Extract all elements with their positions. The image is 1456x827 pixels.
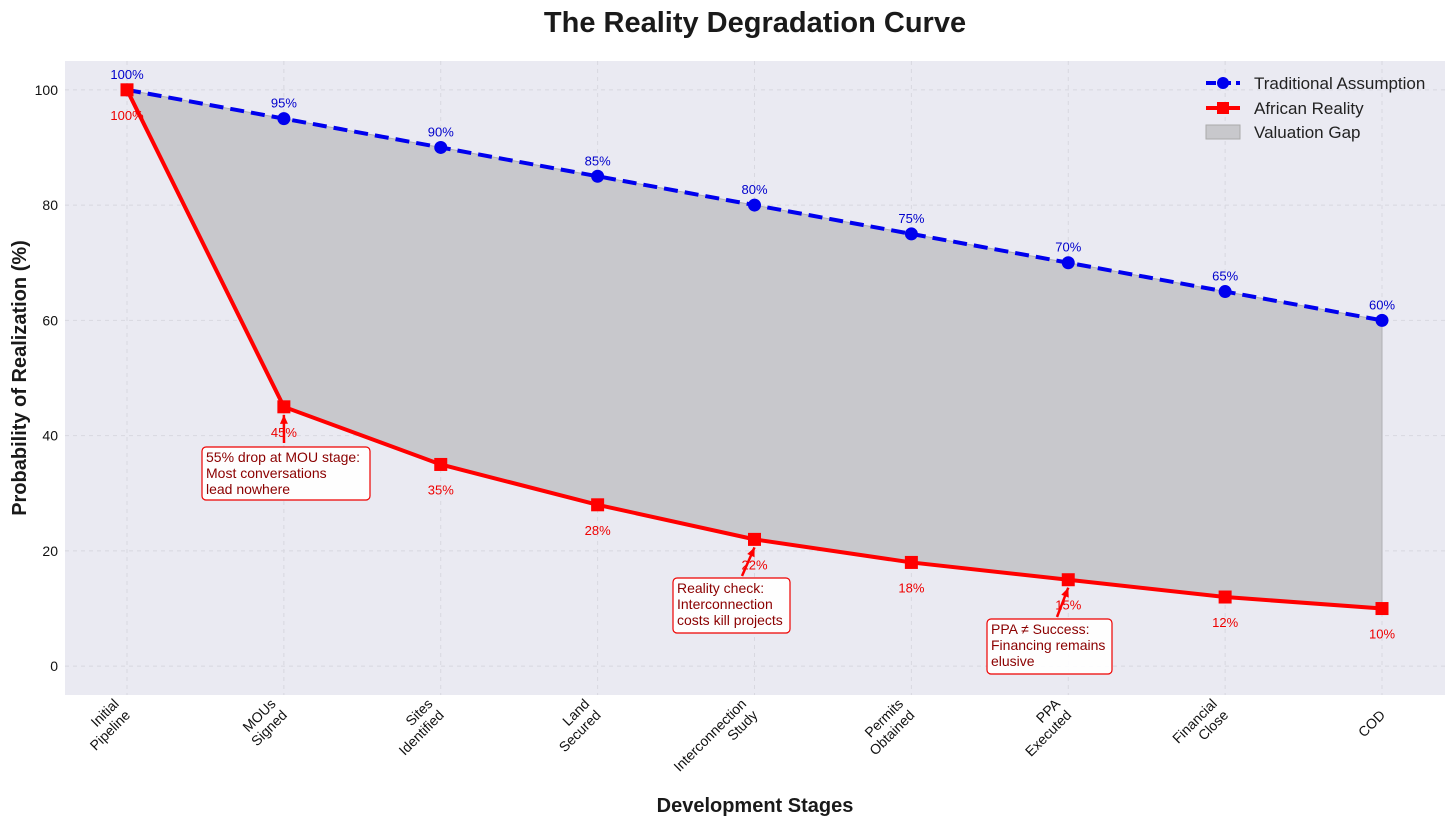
- annotation-text-0-1: Most conversations: [206, 465, 327, 481]
- reality-label-2: 35%: [428, 482, 454, 497]
- reality-label-7: 12%: [1212, 615, 1238, 630]
- traditional-label-6: 70%: [1055, 240, 1081, 255]
- traditional-label-0: 100%: [110, 67, 144, 82]
- reality-point-0: [120, 83, 134, 97]
- traditional-point-1: [277, 112, 291, 126]
- traditional-label-2: 90%: [428, 124, 454, 139]
- traditional-label-7: 65%: [1212, 269, 1238, 284]
- reality-point-4: [748, 532, 761, 546]
- reality-point-2: [434, 457, 448, 471]
- annotation-text-1-1: Interconnection: [677, 596, 773, 612]
- y-tick-label-5: 100: [35, 82, 59, 98]
- reality-label-3: 28%: [585, 523, 611, 538]
- legend-reality-marker: [1217, 102, 1229, 114]
- y-tick-label-4: 80: [42, 197, 58, 213]
- annotation-text-1-2: costs kill projects: [677, 612, 783, 628]
- reality-point-6: [1061, 573, 1075, 587]
- traditional-point-6: [1061, 256, 1075, 270]
- x-axis-label: Development Stages: [657, 795, 854, 817]
- y-tick-label-1: 20: [42, 543, 58, 559]
- reality-point-1: [277, 400, 291, 414]
- y-tick-label-2: 40: [42, 428, 58, 444]
- reality-point-3: [591, 498, 605, 512]
- traditional-label-4: 80%: [741, 182, 767, 197]
- point-labels: 100%95%90%85%80%75%70%65%60%100%45%35%28…: [110, 67, 1395, 642]
- markers: [120, 83, 1389, 616]
- reality-label-5: 18%: [898, 580, 924, 595]
- traditional-point-7: [1218, 285, 1232, 299]
- x-tick-8: COD: [1355, 707, 1388, 740]
- reality-label-8: 10%: [1369, 627, 1395, 642]
- traditional-point-4: [748, 198, 761, 212]
- legend-gap-swatch: [1205, 124, 1241, 140]
- legend-traditional-label: Traditional Assumption: [1254, 74, 1425, 93]
- x-tick-label-8-0: COD: [1355, 707, 1388, 740]
- annotation-arrowhead-0: [279, 414, 288, 424]
- annotation-box-2: [986, 618, 1113, 675]
- y-ticks: 0 20 40 60 80 100: [35, 82, 59, 674]
- legend-reality-label: African Reality: [1254, 99, 1364, 118]
- reality-point-7: [1218, 590, 1232, 604]
- legend-gap-label: Valuation Gap: [1254, 123, 1360, 142]
- annotation-text-1-0: Reality check:: [677, 580, 764, 596]
- y-tick-label-0: 0: [50, 658, 58, 674]
- annotation-arrowhead-2: [1061, 587, 1069, 598]
- annotation-box-1: [672, 577, 791, 634]
- annotation-text-0-0: 55% drop at MOU stage:: [206, 449, 360, 465]
- traditional-point-8: [1375, 313, 1389, 327]
- legend-traditional-marker: [1217, 77, 1229, 89]
- annotation-text-2-0: PPA ≠ Success:: [991, 621, 1089, 637]
- reality-point-5: [904, 555, 918, 569]
- legend: Traditional Assumption African Reality V…: [1205, 74, 1425, 142]
- annotation-arrowhead-1: [747, 547, 755, 558]
- traditional-point-3: [591, 169, 605, 183]
- traditional-point-5: [904, 227, 918, 241]
- chart-title: The Reality Degradation Curve: [544, 7, 966, 39]
- traditional-label-8: 60%: [1369, 297, 1395, 312]
- annotations: 55% drop at MOU stage:Most conversations…: [201, 414, 1113, 675]
- traditional-label-5: 75%: [898, 211, 924, 226]
- reality-point-8: [1375, 602, 1389, 616]
- traditional-label-1: 95%: [271, 96, 297, 111]
- traditional-label-3: 85%: [585, 153, 611, 168]
- annotation-text-0-2: lead nowhere: [206, 481, 290, 497]
- y-axis-label: Probability of Realization (%): [9, 240, 31, 516]
- annotation-text-2-2: elusive: [991, 653, 1035, 669]
- y-tick-label-3: 60: [42, 312, 58, 328]
- annotation-text-2-1: Financing remains: [991, 637, 1105, 653]
- annotation-box-0: [201, 446, 371, 501]
- traditional-point-2: [434, 140, 448, 154]
- reality-label-0: 100%: [110, 108, 144, 123]
